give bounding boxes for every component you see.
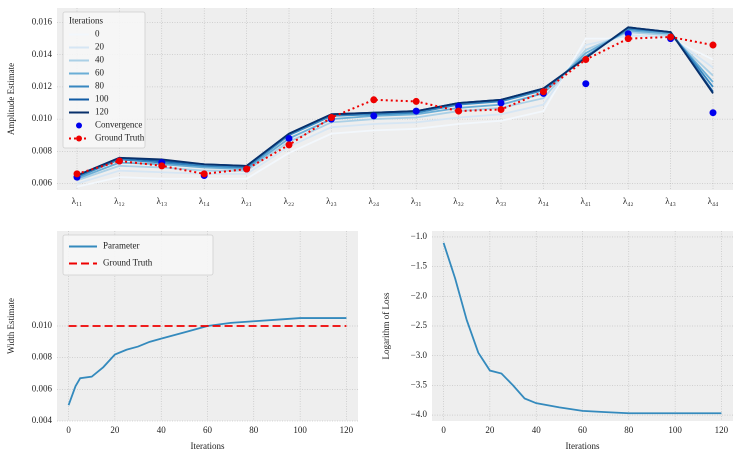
data-point	[73, 170, 81, 178]
x-tick-label: λ₂₂	[284, 196, 295, 206]
legend-label: 40	[95, 55, 105, 65]
x-tick-label: 40	[157, 425, 167, 435]
legend-box	[62, 234, 214, 276]
x-tick-label: λ₂₄	[368, 196, 379, 206]
x-tick-label: λ₃₃	[496, 196, 507, 206]
data-point	[412, 107, 420, 115]
data-point	[412, 97, 420, 105]
x-tick-label: λ₃₁	[411, 196, 422, 206]
series-line	[76, 37, 714, 188]
y-axis-label: Width Estimate	[6, 298, 16, 354]
data-point	[497, 105, 505, 113]
data-point	[327, 114, 335, 122]
series-line	[67, 317, 347, 406]
x-tick-label: λ₄₂	[623, 196, 634, 206]
legend-label: 20	[95, 42, 105, 52]
y-tick-label: 0.006	[32, 178, 53, 188]
data-point	[667, 33, 675, 41]
y-tick-label: −1.0	[411, 231, 428, 241]
x-tick-label: 60	[578, 425, 588, 435]
x-tick-label: λ₁₃	[156, 196, 167, 206]
data-point	[582, 80, 590, 88]
x-tick-label: 80	[249, 425, 259, 435]
x-tick-label: λ₂₁	[241, 196, 252, 206]
data-point	[243, 165, 251, 173]
legend-label: 100	[95, 94, 109, 104]
x-tick-label: λ₁₂	[114, 196, 125, 206]
data-point	[115, 157, 123, 165]
legend-label: 80	[95, 81, 105, 91]
data-point	[455, 102, 463, 110]
data-point	[582, 56, 590, 64]
y-tick-label: −2.0	[411, 290, 428, 300]
data-point	[285, 141, 293, 149]
y-tick-label: 0.008	[32, 145, 53, 155]
data-point	[285, 134, 293, 142]
data-point	[455, 107, 463, 115]
x-tick-label: 120	[340, 425, 354, 435]
data-point	[709, 109, 717, 117]
y-tick-label: −3.0	[411, 350, 428, 360]
x-tick-label: λ₄₄	[708, 196, 719, 206]
y-tick-label: 0.010	[32, 320, 53, 330]
series-line	[442, 242, 722, 415]
x-tick-label: 100	[668, 425, 682, 435]
data-point	[497, 99, 505, 107]
data-point	[200, 170, 208, 178]
data-point	[624, 35, 632, 43]
data-point	[370, 96, 378, 104]
x-tick-label: λ₄₃	[665, 196, 676, 206]
y-axis-label: Amplitude Estimate	[6, 63, 16, 135]
data-point	[370, 112, 378, 120]
legend-label: Ground Truth	[103, 258, 153, 268]
y-axis-label: Logarithm of Loss	[381, 292, 391, 359]
legend-swatch	[76, 122, 82, 129]
y-tick-label: −1.5	[411, 261, 428, 271]
x-tick-label: 120	[715, 425, 729, 435]
x-tick-label: λ₃₂	[453, 196, 464, 206]
legend-label: 120	[95, 107, 109, 117]
legend-label: Parameter	[103, 241, 139, 251]
y-tick-label: 0.008	[32, 352, 53, 362]
legend-label: Ground Truth	[95, 133, 145, 143]
y-tick-label: −3.5	[411, 379, 428, 389]
series-line	[76, 26, 714, 177]
legend-box	[62, 11, 146, 149]
legend-label: Convergence	[95, 120, 142, 130]
legend-label: 60	[95, 68, 105, 78]
data-point	[158, 162, 166, 170]
x-tick-label: 80	[624, 425, 634, 435]
x-tick-label: 20	[110, 425, 120, 435]
x-tick-label: λ₃₄	[538, 196, 549, 206]
y-tick-label: 0.004	[32, 415, 53, 425]
y-tick-label: 0.016	[32, 17, 53, 27]
y-tick-label: −2.5	[411, 320, 428, 330]
x-tick-label: 100	[293, 425, 307, 435]
data-point	[624, 30, 632, 38]
data-point	[539, 88, 547, 96]
x-tick-label: λ₂₃	[326, 196, 337, 206]
x-tick-label: 40	[532, 425, 542, 435]
data-point	[709, 41, 717, 49]
x-tick-label: 20	[485, 425, 495, 435]
y-tick-label: 0.012	[32, 81, 52, 91]
x-axis-label: Iterations	[566, 441, 600, 451]
legend-label: 0	[95, 29, 100, 39]
y-tick-label: 0.006	[32, 383, 53, 393]
x-tick-label: λ₁₁	[72, 196, 83, 206]
x-tick-label: 60	[203, 425, 213, 435]
legend-title: Iterations	[69, 16, 103, 26]
x-tick-label: λ₁₄	[199, 196, 210, 206]
x-axis-label: Iterations	[191, 441, 225, 451]
x-tick-label: λ₄₁	[580, 196, 591, 206]
legend-swatch	[76, 135, 82, 142]
y-tick-label: −4.0	[411, 409, 428, 419]
x-tick-label: 0	[66, 425, 71, 435]
y-tick-label: 0.014	[32, 49, 53, 59]
y-tick-label: 0.010	[32, 113, 53, 123]
x-tick-label: 0	[441, 425, 446, 435]
